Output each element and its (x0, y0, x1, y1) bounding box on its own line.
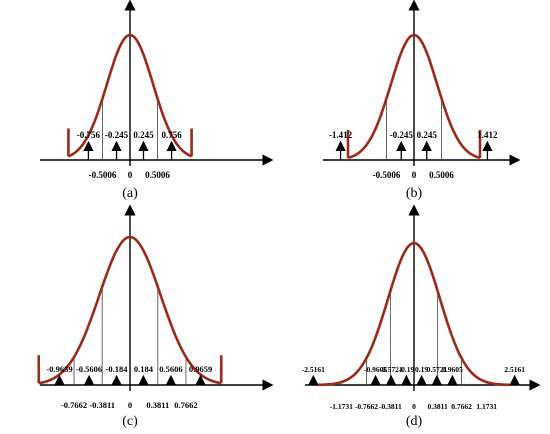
decision-boundary-label: 1.1731 (476, 402, 497, 411)
reconstruction-level-label: 0.5606 (159, 364, 182, 374)
reconstruction-level-label: 0.184 (134, 364, 154, 374)
decision-boundary-label: -0.5006 (89, 170, 117, 180)
panel-a-caption: (a) (122, 186, 138, 201)
decision-boundary-label: 0 (412, 170, 417, 180)
decision-boundary-label: 0.3811 (428, 402, 448, 411)
reconstruction-level-label: -2.5161 (302, 365, 325, 374)
reconstruction-level-label: 0.5721 (427, 365, 448, 374)
decision-boundary-label: 0.5006 (429, 170, 454, 180)
panel-c-caption: (c) (122, 414, 138, 429)
reconstruction-level-label: -0.19 (399, 365, 415, 374)
decision-boundary-label: 0.3811 (146, 400, 169, 410)
reconstruction-level-label: -0.756 (77, 130, 101, 140)
reconstruction-level-label: 0.245 (417, 130, 438, 140)
reconstruction-level-label: 0.19 (415, 365, 428, 374)
decision-boundary-label: 0.5006 (145, 170, 170, 180)
gaussian-curve (67, 33, 193, 158)
decision-boundary-label: 0 (128, 400, 132, 410)
decision-boundary-label: 0 (412, 402, 416, 411)
decision-boundary-label: -0.5006 (373, 170, 401, 180)
panel-a: (a) -0.756 -0.245 0.245 0.756 -0.5006 0 0.5006 (40, 0, 274, 201)
reconstruction-level-label: -0.245 (390, 130, 414, 140)
decision-boundary-label: 0.7662 (451, 402, 472, 411)
reconstruction-level-label: 2.5161 (504, 365, 525, 374)
decision-boundary-label: -1.1731 (330, 402, 353, 411)
gaussian-curve (317, 241, 511, 387)
panel-b-caption: (b) (406, 186, 423, 201)
decision-boundary-label: 0.7662 (174, 400, 197, 410)
reconstruction-level-label: -1.412 (329, 130, 353, 140)
decision-boundary-label: 0 (128, 170, 133, 180)
panel-d-caption: (d) (406, 414, 423, 429)
reconstruction-level-label: 0.9659 (189, 364, 212, 374)
reconstruction-level-label: 0.756 (161, 130, 182, 140)
decision-boundary-label: -0.3811 (379, 402, 402, 411)
decision-boundary-label: -0.7662 (61, 400, 87, 410)
reconstruction-level-label: 0.245 (133, 130, 154, 140)
panel-d: (d) -2.5161 -0.9605-0.5721-0.19 0.190.5721… (302, 204, 541, 429)
reconstruction-level-label: -0.5721 (380, 365, 403, 374)
panel-c: (c) -0.9659 -0.5606 -0.184 0.184 0.5606 0.965… (37, 204, 274, 429)
reconstruction-level-label: 1.412 (477, 130, 498, 140)
reconstruction-level-label: -0.245 (105, 130, 129, 140)
reconstruction-level-label: -0.9605 (364, 365, 387, 374)
decision-boundary-label: -0.3811 (89, 400, 115, 410)
panel-b: (b) -1.412 -0.245 0.245 1.412 -0.5006 0 0.5006 (323, 0, 521, 201)
reconstruction-level-label: -0.9659 (46, 364, 72, 374)
reconstruction-level-label: 0.9605 (442, 365, 463, 374)
decision-boundary-label: -0.7662 (355, 402, 378, 411)
reconstruction-level-label: -0.5606 (76, 364, 102, 374)
gaussian-curve (347, 33, 481, 160)
gaussian-curve (38, 235, 222, 385)
reconstruction-level-label: -0.184 (106, 364, 129, 374)
